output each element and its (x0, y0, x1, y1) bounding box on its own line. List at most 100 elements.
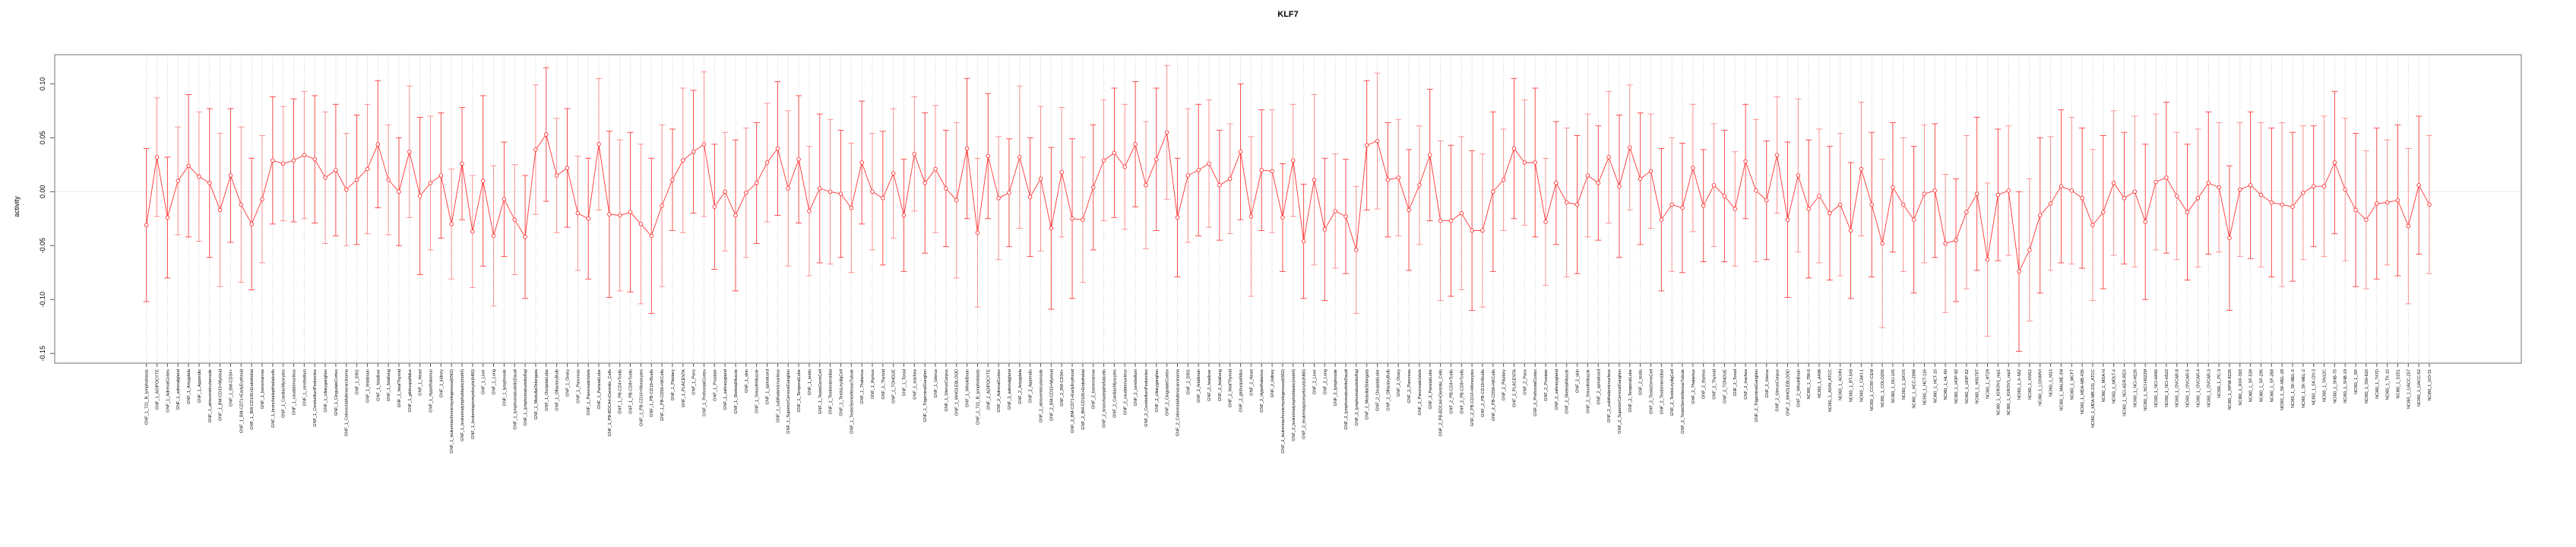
x-tick-label: GNF_2_Ovary (1397, 369, 1401, 397)
x-tick-label: GNF_1_Thalamus (860, 369, 865, 404)
x-tick-label: NCI60_1_OVCAR-5 (2186, 369, 2191, 407)
data-point (470, 229, 475, 234)
x-tick-label: GNF_1_trachea (913, 368, 917, 400)
x-tick-label: NCI60_1_CCRF-CEM (1870, 369, 1875, 411)
x-tick-label: GNF_2_SmoothMuscle (1586, 369, 1590, 413)
x-tick-label: NCI60_1_SNB-75 (2333, 369, 2337, 403)
x-tick-label: GNF_2_PB-CD19+Bcells (1481, 369, 1486, 417)
x-tick-label: GNF_1_thymus (871, 369, 875, 399)
data-point (491, 233, 496, 239)
x-tick-label: GNF_1_ADIPOCYTE (156, 369, 160, 410)
data-point (1522, 160, 1527, 165)
data-point (1743, 159, 1748, 164)
x-tick-label: GNF_2_TestisGermCell (1649, 369, 1654, 414)
data-point (712, 204, 717, 209)
x-tick-label: GNF_2_Amygdala (1018, 368, 1023, 404)
x-tick-label: NCI60_1_HCT-15 (1933, 369, 1938, 403)
data-point (1785, 217, 1790, 222)
x-tick-label: GNF_2_TestisLeydigCell (1670, 369, 1675, 416)
x-tick-label: GNF_2_TemporalLobe (1628, 369, 1633, 413)
data-point (165, 215, 170, 220)
data-point (870, 189, 875, 194)
x-tick-label: GNF_2_TestisInterstitial (1660, 369, 1664, 414)
x-tick-label: NCI60_1_RPMI-8226 (2228, 369, 2233, 409)
data-point (197, 174, 201, 179)
data-point (2311, 184, 2316, 188)
data-point (1774, 153, 1780, 157)
data-point (1859, 166, 1864, 172)
data-point (1628, 145, 1632, 150)
data-point (1974, 191, 1979, 196)
x-tick-label: NCI60_1_UO-31 (2428, 369, 2432, 401)
x-tick-label: GNF_1_Pancreas (576, 369, 581, 403)
x-tick-label: GNF_2_BM-CD34+ (1060, 369, 1065, 406)
data-point (271, 158, 275, 163)
x-tick-label: GNF_2_Pons (1523, 369, 1527, 395)
data-point (1090, 185, 1096, 190)
x-tick-label: GNF_1_TestisInterstitial (829, 369, 834, 414)
data-point (818, 186, 822, 191)
data-point (1217, 183, 1222, 188)
data-point (512, 217, 517, 222)
x-tick-label: GNF_1_Pituitary (671, 369, 676, 401)
x-tick-label: GNF_2_BM-CD33+Myeloid (1049, 369, 1054, 421)
data-point (1364, 143, 1369, 147)
x-tick-label: GNF_2_Appendix (1029, 369, 1033, 403)
x-tick-label: GNF_1_DRG (356, 369, 360, 395)
x-tick-label: GNF_2_PB-CD56+NKCells (1492, 369, 1496, 421)
data-point (249, 222, 254, 226)
x-tick-label: GNF_1_Uterus (934, 369, 938, 398)
data-point (881, 196, 885, 201)
x-tick-label: NCI60_1_MDA-N (2102, 369, 2106, 403)
x-tick-label: GNF_2_Lung (1323, 369, 1328, 395)
data-point (1185, 173, 1191, 178)
x-tick-label: GNF_1_fetalliver (376, 369, 381, 401)
x-tick-label: NCI60_1_A498 (1818, 369, 1822, 398)
x-tick-label: GNF_1_721_B_lymphoblasts (145, 369, 150, 425)
x-tick-label: GNF_1_Appendix (198, 369, 202, 403)
data-point (901, 213, 907, 218)
x-tick-label: GNF_1_Lung (492, 369, 497, 395)
x-tick-label: NCI60_1_HOP-92 (1954, 369, 1959, 403)
data-point (891, 171, 896, 175)
x-tick-label: GNF_1_MedullaOblongata (534, 368, 539, 419)
x-tick-label: NCI60_1_MDA-MB-231_ATCC (2091, 369, 2096, 428)
x-tick-label: GNF_2_lymphomaburkittsRaji (1355, 369, 1359, 426)
x-tick-label: GNF_1_SuperiorCervicalGanglion (786, 369, 791, 434)
data-point (1943, 241, 1948, 246)
data-point (849, 205, 854, 210)
x-tick-label: GNF_1_subthalamicnucleus (776, 369, 780, 422)
x-tick-label: GNF_2_BM-CD105+Endothelial (1081, 369, 1086, 430)
x-tick-label: GNF_2_leukemialymphoblastic(molt4) (1292, 369, 1296, 441)
y-tick-label: 0.10 (39, 77, 46, 91)
x-tick-label: NCI60_1_TK-10 (2386, 369, 2391, 400)
data-point (354, 177, 359, 182)
x-tick-label: GNF_2_PB-CD14+Monocytes (1470, 369, 1475, 426)
data-point (523, 235, 527, 239)
x-tick-label: GNF_2_Pancreas (1407, 369, 1412, 403)
data-point (397, 189, 401, 194)
x-tick-label: GNF_2_CingulateCortex (1166, 369, 1170, 416)
x-tick-label: NCI60_1_786-0 (1807, 369, 1812, 400)
data-point (1007, 190, 1011, 195)
data-point (1574, 202, 1580, 207)
x-tick-label: GNF_1_WHOLEBLOOD (955, 369, 960, 416)
x-tick-label: GNF_2_lymphomaburkittsDaudi (1344, 369, 1349, 430)
x-tick-label: GNF_2_leukemiachronicmyelogenous(k562) (1281, 369, 1286, 454)
x-tick-label: GNF_2_PB-CD4+Tcells (1449, 369, 1454, 414)
data-point (691, 150, 696, 154)
data-point (239, 202, 244, 207)
x-tick-label: GNF_2_DRG (1186, 369, 1191, 395)
data-point (975, 230, 980, 235)
data-point (912, 151, 917, 157)
x-tick-label: NCI60_1_SF-295 (2259, 369, 2264, 403)
x-tick-label: GNF_2_ColorectalAdenocarcinoma (1176, 368, 1180, 436)
x-tick-label: GNF_2_spinalcord (1597, 369, 1601, 405)
x-tick-label: GNF_2_TestisSeminiferousTubule (1681, 369, 1685, 434)
x-tick-label: GNF_1_TestisLeydigCell (839, 369, 843, 416)
data-point (1428, 153, 1432, 157)
x-tick-label: NCI60_1_NCI-H322M (2144, 369, 2148, 411)
x-tick-label: GNF_1_atrioventricularnode (208, 369, 213, 422)
data-point (1564, 200, 1569, 205)
x-tick-label: NCI60_1_NCI-H460 (2154, 369, 2159, 407)
